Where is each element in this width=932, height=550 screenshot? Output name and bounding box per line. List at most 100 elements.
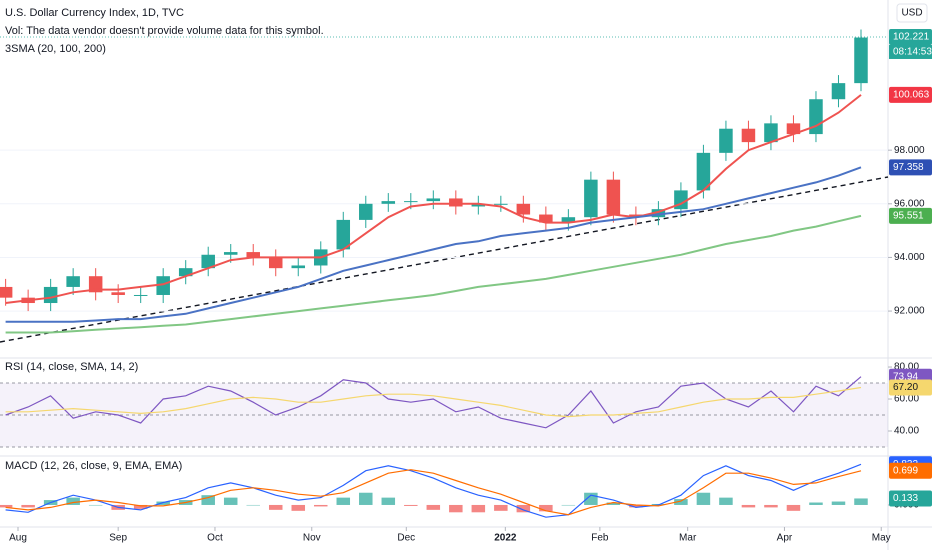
indicator-label: 3SMA (20, 100, 200) <box>5 43 106 55</box>
countdown: 08:14:53 <box>893 47 932 58</box>
histogram-bar <box>88 504 103 506</box>
histogram-bar <box>854 498 868 505</box>
x-tick-label: 2022 <box>494 533 517 544</box>
indicator-line <box>5 386 862 418</box>
candle-body <box>88 276 103 293</box>
histogram-bar <box>719 497 733 505</box>
histogram-bar <box>291 504 306 511</box>
histogram-bar <box>21 504 35 508</box>
marks: 92.000 94.000 96.000 98.000 102.221 08:14:53 1… <box>0 28 932 544</box>
price-label: 97.358 <box>893 162 924 173</box>
candle-body <box>764 123 778 143</box>
histogram-bar <box>314 504 328 507</box>
indicator-line <box>5 94 862 304</box>
candle-body <box>831 83 846 100</box>
y-tick-label: 80.00 <box>894 362 919 373</box>
trendline <box>0 176 889 343</box>
histogram-bar <box>336 497 351 505</box>
histogram-bar <box>404 504 418 506</box>
x-tick-label: May <box>872 533 891 544</box>
candle-body <box>584 179 598 218</box>
x-tick-label: Apr <box>777 533 793 544</box>
candle-body <box>43 286 58 304</box>
histogram-bar <box>606 502 621 505</box>
candle-body <box>291 265 306 269</box>
price-label: 102.221 <box>893 32 930 43</box>
candle-body <box>741 128 756 143</box>
x-tick-label: Sep <box>109 533 127 544</box>
y-tick-label: 60.00 <box>894 394 919 405</box>
indicator-line <box>5 376 862 429</box>
candle-body <box>629 214 643 218</box>
histogram-bar <box>66 497 80 505</box>
histogram-bar <box>696 492 711 505</box>
candle-body <box>651 209 666 218</box>
indicator-line <box>5 463 862 518</box>
candle-body <box>404 201 418 203</box>
candle-body <box>133 294 148 296</box>
price-label: 100.063 <box>893 89 930 100</box>
x-tick-label: Dec <box>397 533 415 544</box>
price-label: 73.94 <box>893 371 918 382</box>
candle-body <box>516 203 531 215</box>
candle-body <box>786 123 801 135</box>
price-label-box <box>889 86 932 103</box>
indicator-line <box>5 214 862 334</box>
histogram-bar <box>246 504 260 506</box>
y-tick-label: 98.000 <box>894 145 925 156</box>
histogram-bar <box>786 504 801 511</box>
histogram-bar <box>494 504 508 511</box>
histogram-bar <box>426 504 441 510</box>
candle-body <box>359 203 373 220</box>
histogram-bar <box>561 504 576 506</box>
x-tick-label: Aug <box>9 533 27 544</box>
y-tick-label: 96.000 <box>894 198 925 209</box>
candle-body <box>809 99 823 135</box>
candle-body <box>223 252 238 255</box>
price-label-box <box>889 379 932 396</box>
y-tick-label: 40.00 <box>894 426 919 437</box>
candle-body <box>471 203 486 207</box>
countdown-box <box>889 44 932 59</box>
subtitle: Vol: The data vendor doesn't provide vol… <box>5 25 324 37</box>
candle-body <box>606 179 621 215</box>
histogram-bar <box>674 499 688 505</box>
x-tick-label: Oct <box>207 533 223 544</box>
histogram-bar <box>764 504 778 508</box>
candle-body <box>561 217 576 223</box>
price-label: 95.551 <box>893 210 924 221</box>
candle-body <box>111 292 125 295</box>
histogram-bar <box>449 504 463 513</box>
candle-body <box>201 254 215 269</box>
candle-body <box>268 257 283 269</box>
candle-body <box>494 203 508 205</box>
candle-body <box>539 214 553 223</box>
y-tick-label: 92.000 <box>894 306 925 317</box>
rsi-title: RSI (14, close, SMA, 14, 2) <box>5 361 138 373</box>
candle-body <box>719 128 733 153</box>
candle-body <box>696 152 711 191</box>
candle-body <box>381 201 396 204</box>
candle-body <box>336 219 351 250</box>
currency-box[interactable] <box>896 3 928 23</box>
x-tick-label: Feb <box>591 533 609 544</box>
histogram-bar <box>539 504 553 512</box>
macd-title: MACD (12, 26, close, 9, EMA, EMA) <box>5 460 182 472</box>
candle-body <box>0 286 13 298</box>
price-label-box <box>889 462 932 479</box>
price-label-box <box>889 490 932 507</box>
price-label: 67.20 <box>893 382 918 393</box>
histogram-bar <box>741 504 756 508</box>
x-tick-label: Mar <box>679 533 697 544</box>
price-label-box <box>889 159 932 176</box>
histogram-bar <box>156 501 170 505</box>
histogram-bar <box>201 495 215 505</box>
histogram-bar <box>223 497 238 505</box>
y-tick-label: 94.000 <box>894 252 925 263</box>
histogram-bar <box>381 497 396 505</box>
candle-body <box>449 198 463 207</box>
indicator-line <box>5 166 862 323</box>
histogram-bar <box>268 504 283 510</box>
histogram-bar <box>0 504 13 508</box>
histogram-bar <box>359 492 373 505</box>
